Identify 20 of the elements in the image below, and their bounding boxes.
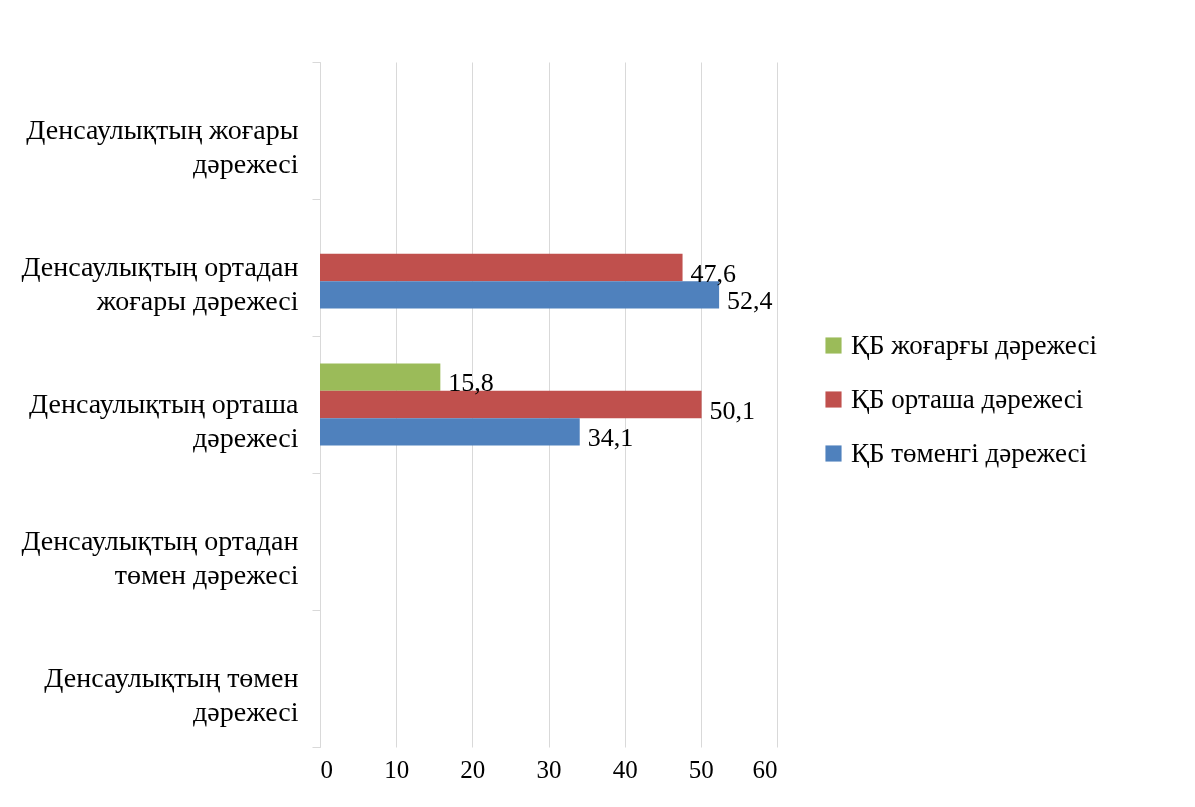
legend-label: ҚБ төменгі дәрежесі bbox=[851, 437, 1088, 468]
x-tick-label: 40 bbox=[612, 755, 638, 783]
data-label: 15,8 bbox=[448, 368, 494, 398]
legend-label: ҚБ жоғарғы дәрежесі bbox=[851, 329, 1097, 360]
legend-label: ҚБ орташа дәрежесі bbox=[851, 383, 1084, 414]
x-tick-label: 10 bbox=[384, 755, 410, 783]
x-tick-label: 30 bbox=[536, 755, 562, 783]
data-label: 47,6 bbox=[690, 258, 737, 288]
data-label: 34,1 bbox=[587, 422, 634, 452]
x-tick-label: 60 bbox=[752, 755, 778, 783]
data-label: 50,1 bbox=[709, 395, 756, 425]
data-label: 52,4 bbox=[727, 285, 773, 315]
x-tick-label: 50 bbox=[688, 755, 714, 783]
y-tick-label: Денсаулықтың орташа дәрежесі bbox=[29, 388, 300, 453]
y-tick-label: Денсаулықтың жоғары дәрежесі bbox=[26, 114, 299, 179]
y-tick-label: Денсаулықтың төмен дәрежесі bbox=[44, 662, 299, 727]
x-tick-label: 20 bbox=[460, 755, 486, 783]
y-tick-label: Денсаулықтың ортадан төмен дәрежесі bbox=[21, 525, 299, 590]
y-tick-label: Денсаулықтың ортадан жоғары дәрежесі bbox=[21, 251, 299, 316]
x-tick-label: 0 bbox=[320, 755, 333, 783]
